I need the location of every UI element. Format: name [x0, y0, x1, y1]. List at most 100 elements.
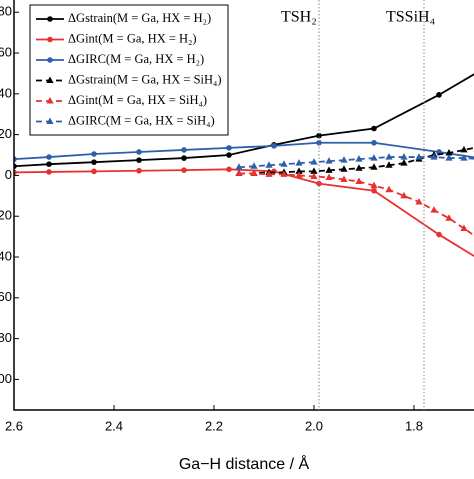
y-tick-label: -100	[0, 371, 12, 386]
x-tick-label: 2.6	[5, 418, 23, 433]
point	[370, 163, 378, 170]
legend-marker	[47, 16, 53, 22]
point	[415, 197, 423, 205]
point	[460, 224, 468, 231]
point	[91, 168, 97, 175]
point	[316, 139, 322, 146]
point	[265, 161, 273, 168]
legend-label: ΔGIRC(M = Ga, HX = SiH₄)	[68, 113, 215, 127]
x-tick-label: 2.4	[105, 418, 123, 433]
x-tick-label: 2.2	[205, 418, 223, 433]
point	[310, 172, 318, 179]
point	[385, 153, 393, 160]
point	[271, 143, 277, 149]
legend: ΔGstrain(M = Ga, HX = H₂) ΔGint(M = Ga, H…	[29, 4, 229, 136]
plot-area	[14, 73, 474, 258]
point	[385, 185, 393, 193]
point	[460, 145, 468, 153]
y-tick-label: 0	[5, 167, 12, 182]
legend-label: ΔGstrain(M = Ga, HX = H₂)	[68, 11, 211, 25]
ts-label: TSH₂	[281, 9, 317, 26]
point	[46, 161, 52, 168]
point	[340, 175, 348, 183]
legend-marker	[46, 76, 54, 83]
point	[370, 154, 378, 161]
point	[295, 171, 303, 178]
point	[271, 168, 277, 175]
legend-box	[29, 4, 229, 136]
point	[325, 173, 333, 180]
x-tick-label: 1.8	[405, 418, 423, 433]
point	[400, 153, 408, 160]
point	[385, 161, 393, 168]
x-tick-label: 2.0	[305, 418, 323, 433]
point	[355, 164, 363, 171]
point	[235, 163, 243, 170]
point	[226, 152, 232, 158]
point	[295, 159, 303, 166]
point	[460, 154, 468, 161]
point	[400, 159, 408, 166]
point	[310, 167, 318, 174]
point	[250, 162, 258, 169]
point	[316, 180, 322, 187]
point	[136, 157, 142, 163]
point	[371, 125, 377, 132]
series-line	[238, 156, 474, 169]
point	[91, 159, 97, 165]
point	[265, 170, 273, 177]
point	[226, 166, 232, 173]
point	[355, 177, 363, 185]
y-tick-label: 60	[0, 44, 12, 59]
point	[325, 157, 333, 164]
point	[371, 139, 377, 146]
x-axis-label: Ga−H distance / Å	[179, 454, 310, 473]
point	[436, 231, 442, 238]
point	[235, 169, 243, 176]
legend-label: ΔGint(M = Ga, HX = H₂)	[68, 31, 197, 45]
point	[280, 170, 288, 177]
point	[370, 181, 378, 189]
point	[445, 154, 453, 161]
legend-label: ΔGstrain(M = Ga, HX = SiH₄)	[68, 72, 222, 86]
point	[181, 167, 187, 173]
point	[340, 165, 348, 172]
legend-label: ΔGIRC(M = Ga, HX = H₂)	[68, 52, 204, 66]
y-tick-label: 20	[0, 126, 12, 141]
point	[340, 156, 348, 163]
legend-marker	[47, 36, 53, 43]
point	[46, 169, 52, 175]
legend-marker	[47, 57, 53, 63]
point	[250, 169, 258, 176]
point	[316, 132, 322, 139]
series-line	[14, 168, 474, 258]
point	[91, 151, 97, 157]
y-tick-label: -80	[0, 330, 12, 345]
point	[310, 158, 318, 165]
y-tick-label: -20	[0, 208, 12, 223]
y-tick-label: -60	[0, 289, 12, 304]
ts-label: TSSiH₄	[386, 9, 436, 26]
point	[226, 145, 232, 151]
point	[355, 155, 363, 162]
point	[181, 147, 187, 153]
legend-label: ΔGint(M = Ga, HX = SiH₄)	[68, 93, 207, 107]
point	[430, 153, 438, 160]
y-tick-label: 80	[0, 4, 12, 19]
point	[181, 155, 187, 161]
y-tick-label: 40	[0, 85, 12, 100]
point	[136, 149, 142, 155]
point	[46, 154, 52, 160]
point	[325, 166, 333, 173]
point	[445, 148, 453, 156]
legend-marker	[46, 97, 54, 104]
axes-frame	[13, 0, 474, 411]
point	[371, 187, 377, 194]
y-tick-label: -40	[0, 248, 12, 263]
point	[436, 92, 442, 98]
point	[415, 153, 423, 160]
point	[295, 167, 303, 174]
point	[430, 206, 438, 213]
point	[445, 214, 453, 221]
